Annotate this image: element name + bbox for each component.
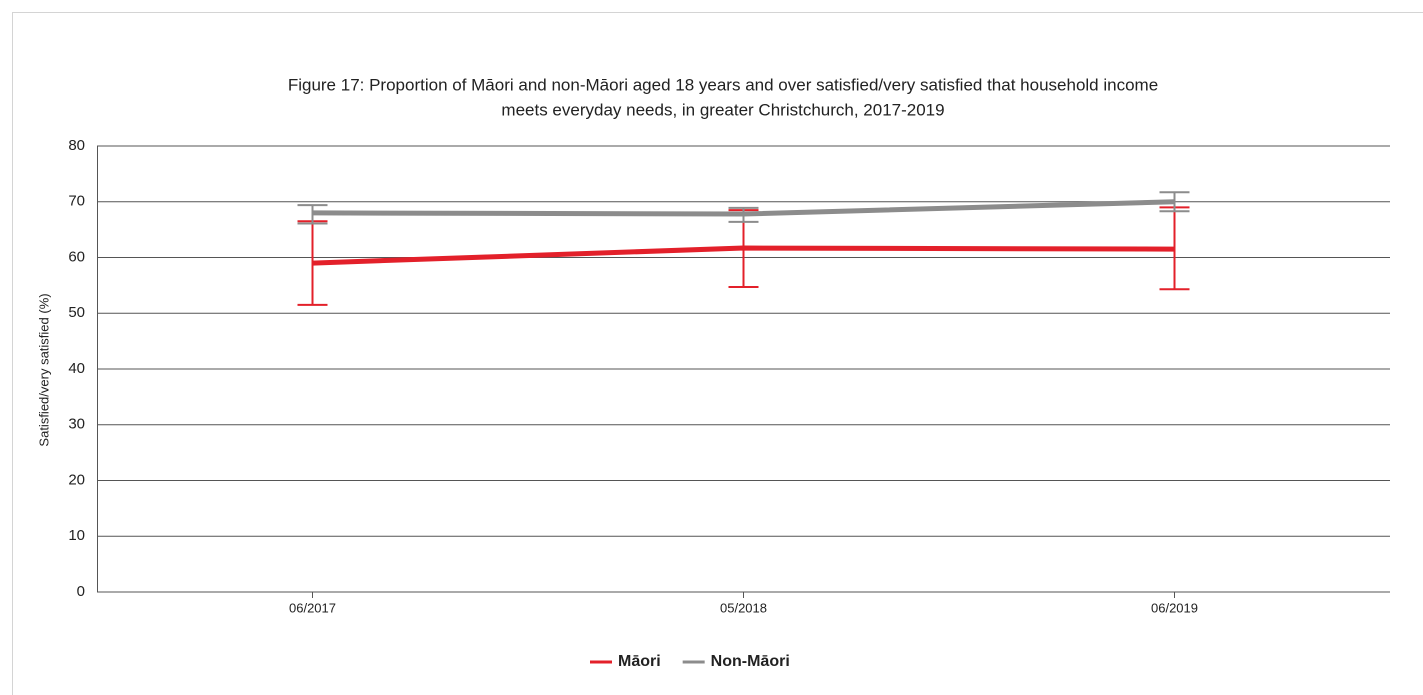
y-tick-label: 70 — [68, 193, 85, 210]
y-tick-label: 10 — [68, 527, 85, 544]
chart-title: Figure 17: Proportion of Māori and non-M… — [288, 75, 1158, 94]
y-tick-label: 20 — [68, 471, 85, 488]
series-line — [312, 199, 1175, 217]
series-line — [312, 245, 1175, 266]
chart-title: meets everyday needs, in greater Christc… — [501, 100, 944, 119]
y-tick-label: 50 — [68, 304, 85, 321]
y-tick-label: 0 — [77, 583, 85, 600]
y-tick-label: 60 — [68, 248, 85, 265]
x-tick-label: 06/2017 — [289, 600, 336, 615]
y-tick-label: 80 — [68, 137, 85, 154]
legend-label: Māori — [618, 653, 661, 670]
y-axis-label: Satisfied/very satisfied (%) — [36, 293, 51, 446]
y-tick-label: 40 — [68, 360, 85, 377]
legend-label: Non-Māori — [711, 653, 790, 670]
x-tick-label: 06/2019 — [1151, 600, 1198, 615]
y-tick-label: 30 — [68, 416, 85, 433]
frame — [12, 12, 1423, 695]
x-tick-label: 05/2018 — [720, 600, 767, 615]
